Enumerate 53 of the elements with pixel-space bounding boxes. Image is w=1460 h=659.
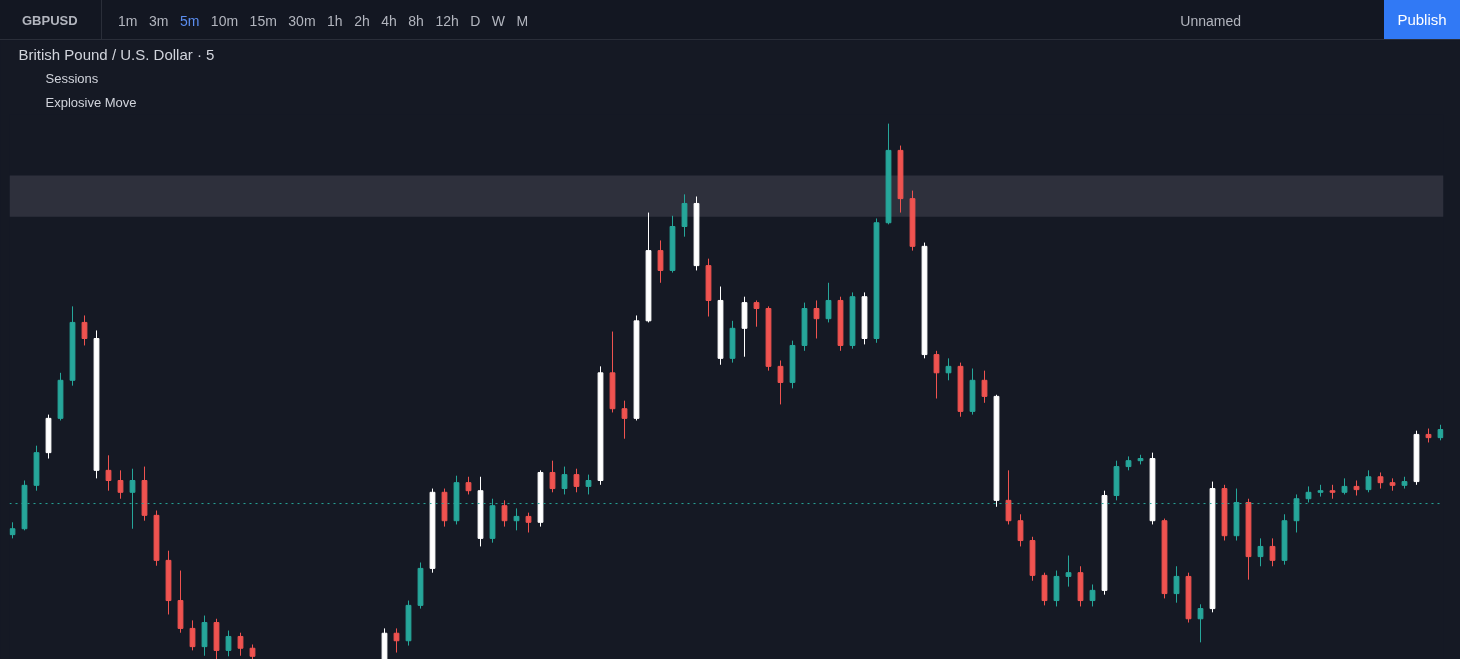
text: 3m	[148, 12, 169, 31]
candlestick	[825, 282, 832, 323]
candlestick	[681, 193, 688, 238]
candlestick	[117, 469, 124, 500]
candlestick	[81, 314, 88, 346]
candlestick	[237, 632, 244, 657]
text: 1h	[327, 12, 343, 31]
candlestick	[561, 466, 568, 495]
candlestick	[393, 627, 400, 654]
candlestick	[189, 619, 196, 651]
text: Unnamed	[1180, 12, 1241, 31]
candlestick	[225, 630, 232, 657]
candlestick	[813, 299, 820, 339]
text: 2h	[354, 12, 370, 31]
candlestick	[1257, 537, 1264, 567]
candlestick	[1065, 555, 1072, 588]
text: GBPUSD	[22, 12, 78, 30]
candlestick	[105, 454, 112, 492]
candlestick	[657, 239, 664, 284]
text: D	[470, 12, 481, 31]
candlestick	[1365, 469, 1372, 493]
text: 4h	[381, 12, 397, 31]
candlestick	[1017, 513, 1024, 547]
candlestick	[981, 370, 988, 404]
text: Publish	[1384, 0, 1460, 40]
candlestick	[777, 359, 784, 405]
text: 1m	[118, 12, 138, 31]
chart-title: British Pound / U.S. Dollar · 5	[18, 45, 215, 63]
text: W	[491, 12, 506, 31]
text: 15m	[249, 12, 277, 31]
text: Sessions	[45, 70, 99, 86]
candlestick	[933, 350, 940, 400]
candlestick	[945, 357, 952, 381]
text: 12h	[435, 12, 459, 31]
candlestick	[513, 507, 520, 531]
candlestick	[573, 468, 580, 493]
candlestick	[549, 460, 556, 493]
text: Explosive Move	[45, 95, 137, 110]
candlestick	[501, 499, 508, 528]
text: M	[516, 12, 529, 31]
candlestick	[621, 400, 628, 440]
candlestick	[753, 299, 760, 328]
text: 5m	[179, 12, 200, 31]
candlestick	[1173, 565, 1180, 604]
candlestick	[1089, 583, 1096, 607]
candlestick	[1005, 469, 1012, 525]
candlestick	[525, 512, 532, 533]
candlestick	[1269, 537, 1276, 567]
text: 8h	[408, 12, 424, 31]
text: 10m	[210, 12, 239, 31]
text: 30m	[288, 12, 316, 31]
candlestick	[585, 474, 592, 495]
candlestick	[1197, 603, 1204, 643]
